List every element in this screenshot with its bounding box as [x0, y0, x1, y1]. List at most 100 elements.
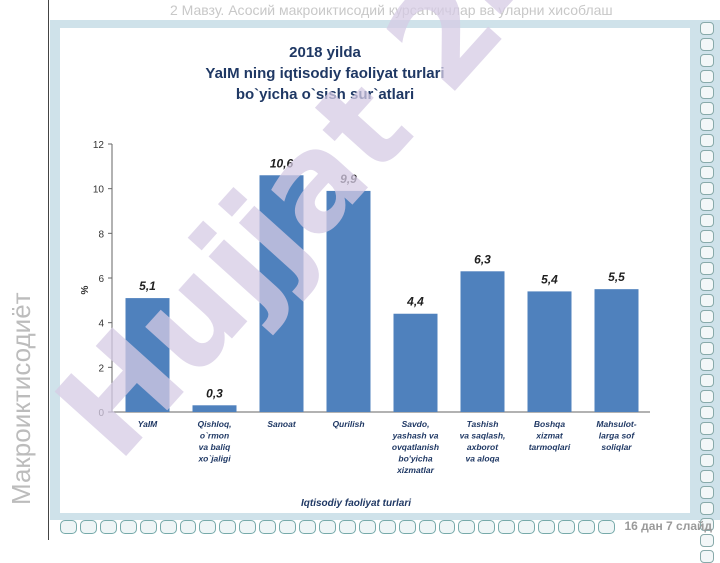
x-axis-label: Iqtisodiy faoliyat turlari — [301, 498, 411, 509]
bar-value-label: 6,3 — [474, 252, 491, 266]
decor-link — [597, 520, 615, 534]
decor-link — [398, 520, 416, 534]
bar — [594, 289, 639, 412]
slide-number: 16 дан 7 слайд — [624, 519, 712, 533]
x-tick-label: yashash va — [392, 431, 439, 441]
x-tick-label: YaIM — [138, 419, 158, 429]
decor-link — [700, 214, 714, 227]
chart-area — [60, 28, 690, 513]
decor-link — [358, 520, 376, 534]
decor-link — [700, 342, 714, 355]
slide-header: 2 Мавзу. Асосий макроиктисодий курсаткич… — [170, 2, 613, 18]
decor-link — [279, 520, 297, 534]
right-decoration — [700, 22, 714, 563]
side-panel: Макроиктисодиёт — [0, 0, 49, 540]
decor-link — [700, 246, 714, 259]
bar-value-label: 9,9 — [340, 172, 357, 186]
bar — [393, 313, 438, 412]
decor-link — [378, 520, 396, 534]
decor-link — [179, 520, 197, 534]
decor-link — [700, 310, 714, 323]
x-tick-label: Tashish — [467, 419, 499, 429]
y-axis-label: % — [80, 285, 91, 294]
decor-link — [700, 502, 714, 515]
chart-title-line-1: 2018 yilda — [289, 44, 361, 61]
x-tick-label: larga sof — [599, 431, 636, 441]
decor-link — [458, 520, 476, 534]
decor-link — [700, 166, 714, 179]
decor-link — [318, 520, 336, 534]
decor-link — [700, 118, 714, 131]
decor-link — [538, 520, 556, 534]
decor-link — [700, 422, 714, 435]
decor-link — [700, 294, 714, 307]
decor-link — [99, 520, 117, 534]
x-tick-label: Qurilish — [332, 419, 364, 429]
bar-value-label: 5,5 — [608, 270, 625, 284]
decor-link — [299, 520, 316, 534]
x-tick-label: Boshqa — [534, 419, 565, 429]
bar-value-label: 4,4 — [406, 295, 424, 309]
bar — [192, 405, 237, 412]
x-tick-label: ovqatlanish — [392, 442, 439, 452]
decor-link — [700, 22, 714, 35]
x-tick-label: va baliq — [199, 442, 231, 452]
x-tick-label: xizmatlar — [396, 465, 435, 475]
decor-link — [700, 486, 714, 499]
decor-link — [700, 518, 714, 531]
decor-link — [700, 470, 714, 483]
x-tick-label: Qishloq, — [198, 419, 232, 429]
chart-title-line-3: bo`yicha o`sish sur`atlari — [235, 86, 415, 103]
decor-link — [259, 520, 277, 534]
decor-link — [700, 262, 714, 275]
x-tick-label: o`rmon — [200, 431, 229, 441]
decor-link — [199, 520, 217, 534]
bar — [326, 190, 371, 412]
decor-link — [700, 182, 714, 195]
x-tick-label: Savdo, — [402, 419, 430, 429]
decor-link — [700, 54, 714, 67]
bar — [460, 271, 505, 412]
bar-value-label: 5,4 — [541, 272, 558, 286]
decor-link — [700, 38, 714, 51]
decor-link — [159, 520, 177, 534]
y-tick-label: 0 — [98, 408, 104, 419]
x-tick-label: axborot — [467, 442, 499, 452]
bar-value-label: 10,6 — [270, 156, 294, 170]
decor-link — [139, 520, 157, 534]
decor-link — [700, 198, 714, 211]
decor-link — [418, 520, 436, 534]
bar-value-label: 0,3 — [206, 386, 223, 400]
x-tick-label: va aloqa — [465, 454, 499, 464]
decor-link — [700, 550, 714, 563]
decor-link — [700, 150, 714, 163]
decor-link — [478, 520, 496, 534]
decor-link — [239, 520, 257, 534]
decor-link — [119, 520, 137, 534]
decor-link — [700, 86, 714, 99]
decor-link — [60, 520, 77, 534]
x-tick-label: xizmat — [535, 431, 564, 441]
bar — [125, 298, 170, 412]
x-tick-label: xo`jaligi — [197, 454, 231, 464]
x-tick-label: tarmoqlari — [529, 442, 571, 452]
decor-link — [219, 520, 237, 534]
decor-link — [498, 520, 516, 534]
bar-value-label: 5,1 — [139, 279, 156, 293]
decor-link — [438, 520, 456, 534]
decor-link — [700, 326, 714, 339]
decor-link — [700, 374, 714, 387]
y-tick-label: 6 — [98, 274, 104, 285]
x-tick-label: Mahsulot- — [596, 419, 636, 429]
decor-link — [700, 134, 714, 147]
decor-link — [518, 520, 536, 534]
decor-link — [558, 520, 575, 534]
decor-link — [700, 438, 714, 451]
chart-title-line-2: YaIM ning iqtisodiy faoliyat turlari — [205, 65, 445, 82]
decor-link — [700, 390, 714, 403]
decor-link — [700, 454, 714, 467]
y-tick-label: 8 — [98, 229, 104, 240]
y-tick-label: 4 — [98, 319, 104, 330]
bar — [527, 291, 572, 412]
